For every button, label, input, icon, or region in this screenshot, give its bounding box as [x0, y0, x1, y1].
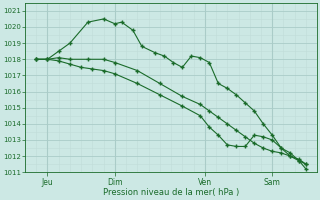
X-axis label: Pression niveau de la mer( hPa ): Pression niveau de la mer( hPa )	[103, 188, 239, 197]
